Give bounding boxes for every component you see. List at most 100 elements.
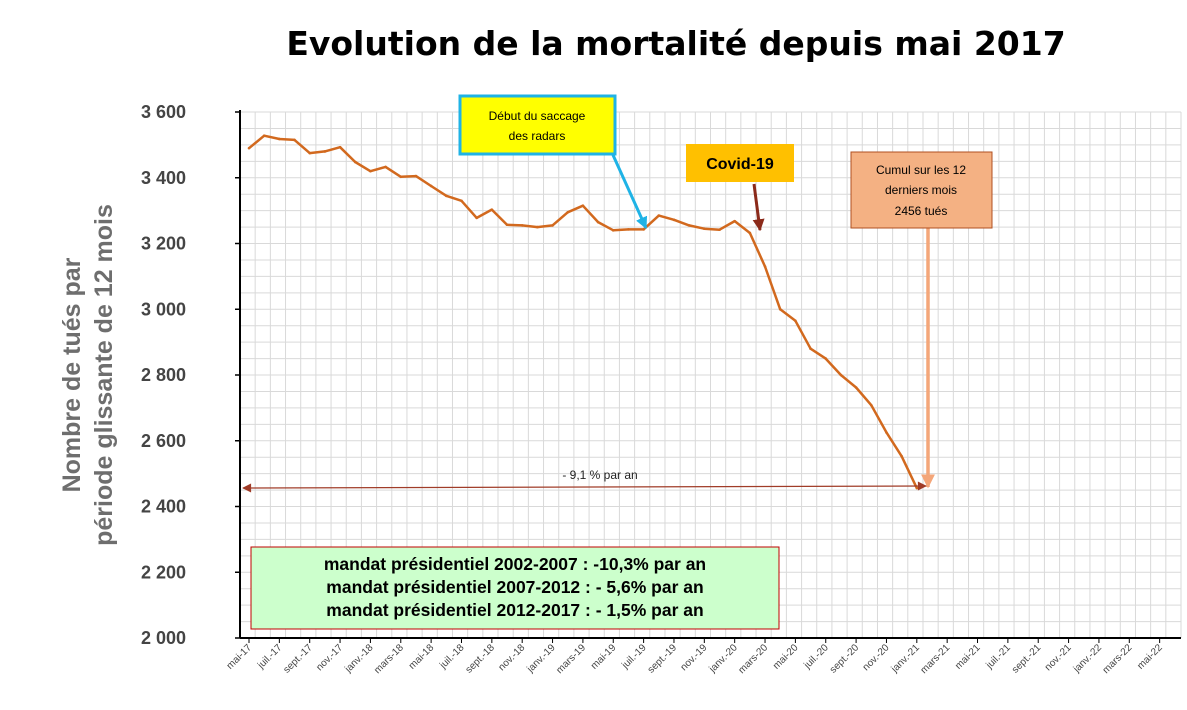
- data-point: [794, 319, 797, 323]
- x-tick-label: mai-19: [589, 642, 619, 672]
- trend-label: - 9,1 % par an: [562, 468, 637, 482]
- annotations-layer: Début du saccage des radars Covid-19 Cumul …: [242, 94, 993, 630]
- data-point: [505, 223, 509, 227]
- data-point: [551, 224, 554, 227]
- y-tick-label: 2 600: [141, 431, 186, 451]
- mandat-line-1: mandat présidentiel 2002-2007 : -10,3% p…: [324, 554, 706, 574]
- data-point: [566, 210, 570, 214]
- data-point: [445, 194, 448, 198]
- data-point: [338, 145, 342, 149]
- data-point: [839, 373, 843, 377]
- radars-callout-line-2: des radars: [509, 129, 566, 143]
- data-point: [490, 208, 494, 211]
- x-tick-label: janv.-21: [889, 642, 922, 675]
- x-tick-label: janv.-22: [1071, 642, 1104, 675]
- data-point: [854, 386, 858, 389]
- x-tick-label: sept.-21: [1010, 642, 1044, 676]
- data-point: [429, 184, 433, 188]
- data-point: [672, 218, 676, 222]
- covid-arrow: [752, 183, 765, 232]
- x-tick-label: janv.-20: [707, 642, 740, 675]
- axes: [239, 110, 1181, 639]
- x-tick-label: mai-21: [953, 642, 983, 672]
- data-point: [778, 307, 782, 311]
- data-point: [657, 214, 661, 217]
- x-tick-label: juil.-18: [437, 642, 467, 672]
- radars-callout-box: [458, 94, 617, 156]
- mandat-line-2: mandat présidentiel 2007-2012 : - 5,6% p…: [326, 577, 703, 597]
- data-point: [323, 150, 327, 153]
- x-tick-label: sept.-17: [281, 642, 315, 676]
- data-point: [353, 160, 357, 164]
- y-tick-label: 2 400: [141, 497, 186, 517]
- x-tick-label: juil.-19: [619, 642, 649, 672]
- data-point: [460, 199, 463, 203]
- data-point: [627, 228, 630, 231]
- data-point: [414, 174, 418, 178]
- x-tick-label: sept.-20: [828, 642, 862, 676]
- x-tick-label: janv.-18: [342, 642, 375, 675]
- x-tick-label: juil.-21: [984, 642, 1014, 672]
- data-point: [475, 216, 478, 220]
- series-layer: [247, 134, 919, 490]
- data-point: [809, 347, 812, 351]
- x-tick-label: nov.-21: [1043, 642, 1074, 673]
- y-tick-labels: 2 000 2 200 2 400 2 600 2 800 3 000 3 200 3 400…: [141, 102, 240, 648]
- data-point: [399, 175, 403, 179]
- data-point: [536, 225, 539, 229]
- y-axis-label: Nombre de tués par période glissante de …: [58, 204, 118, 546]
- cumul-callout-box: [850, 151, 993, 229]
- data-point: [824, 357, 828, 360]
- y-tick-label: 2 000: [141, 628, 186, 648]
- radars-arrow: [611, 154, 648, 230]
- data-point: [718, 228, 721, 231]
- data-point: [384, 165, 387, 169]
- data-point: [596, 220, 600, 224]
- cumul-callout-line-2: derniers mois: [885, 183, 957, 197]
- data-point: [611, 229, 615, 232]
- data-point: [581, 204, 585, 207]
- data-point: [687, 224, 691, 227]
- data-point: [642, 228, 645, 231]
- data-point: [369, 169, 372, 173]
- data-point: [703, 227, 706, 231]
- x-tick-label: mai-20: [771, 642, 801, 672]
- data-point: [885, 431, 888, 434]
- data-point: [262, 134, 266, 137]
- x-tick-label: nov.-20: [861, 642, 892, 673]
- y-tick-label: 3 400: [141, 168, 186, 188]
- x-tick-label: mars-18: [372, 642, 406, 676]
- x-tick-label: mai-17: [225, 642, 255, 672]
- radars-callout-line-1: Début du saccage: [489, 109, 586, 123]
- y-tick-label: 3 600: [141, 102, 186, 122]
- cumul-callout-line-3: 2456 tués: [895, 204, 948, 218]
- x-tick-label: juil.-20: [802, 642, 832, 672]
- data-point: [293, 138, 296, 142]
- trend-arrow: [242, 481, 927, 493]
- x-tick-label: mars-21: [919, 642, 953, 676]
- x-tick-label: mai-22: [1135, 642, 1165, 672]
- y-tick-label: 2 200: [141, 562, 186, 582]
- covid-callout-box: [686, 144, 794, 182]
- x-tick-label: sept.-18: [464, 642, 498, 676]
- y-tick-label: 3 000: [141, 299, 186, 319]
- x-tick-label: mars-19: [554, 642, 588, 676]
- y-axis-label-line-1: Nombre de tués par: [58, 257, 86, 492]
- data-point: [278, 137, 281, 141]
- y-tick-label: 2 800: [141, 365, 186, 385]
- x-tick-label: nov.-19: [679, 642, 710, 673]
- data-point: [763, 265, 767, 268]
- x-tick-label: nov.-18: [496, 642, 527, 673]
- x-tick-label: janv.-19: [525, 642, 558, 675]
- x-tick-label: juil.-17: [255, 642, 285, 672]
- data-point: [748, 231, 752, 235]
- chart-title: Evolution de la mortalité depuis mai 201…: [286, 24, 1065, 63]
- data-point: [869, 403, 873, 407]
- x-tick-label: mars-20: [736, 642, 770, 676]
- mandat-box: [250, 546, 780, 630]
- covid-callout-label: Covid-19: [706, 156, 774, 173]
- x-tick-label: nov.-17: [314, 642, 345, 673]
- data-point: [733, 219, 736, 223]
